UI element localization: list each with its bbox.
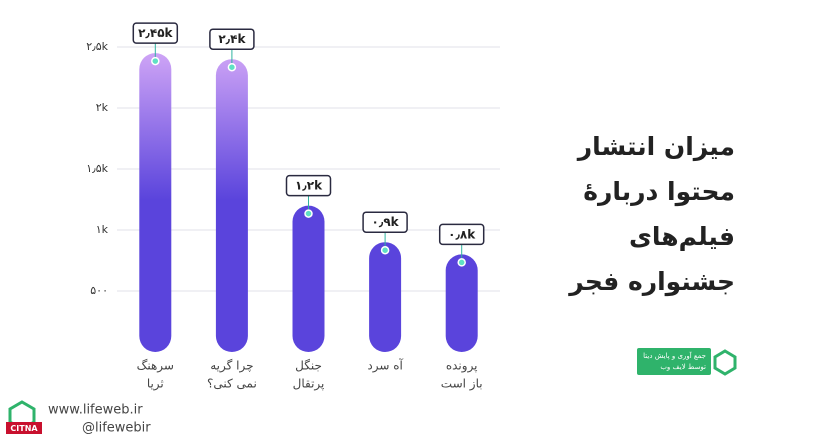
x-tick-label: پرتقال xyxy=(293,377,325,392)
bar xyxy=(215,59,248,352)
y-tick-label: ۵۰۰ xyxy=(90,284,108,297)
bar xyxy=(292,205,325,352)
title-line: جشنواره فجر xyxy=(567,267,735,297)
bar xyxy=(139,53,172,352)
badge-icon xyxy=(713,349,737,376)
badge-line: توسط لایف وب xyxy=(660,363,706,371)
title-line: میزان انتشار xyxy=(576,132,735,162)
citna-box xyxy=(6,422,42,434)
bar xyxy=(445,254,478,352)
badge xyxy=(637,348,711,375)
handle: @lifewebir xyxy=(82,421,151,436)
point-dot xyxy=(457,258,466,267)
y-tick-label: ۱٫۵k xyxy=(86,162,108,175)
point-dot xyxy=(380,245,390,255)
point-dot xyxy=(151,56,160,66)
x-tick-label: باز است xyxy=(441,377,483,392)
value-label-box xyxy=(132,22,179,44)
citna: CITNA xyxy=(10,424,38,433)
x-tick-label: چرا گریه xyxy=(210,359,253,374)
y-tick-label: ۱k xyxy=(96,223,109,236)
title-line: محتوا دربارهٔ xyxy=(583,177,735,207)
value-label: ۱٫۲k xyxy=(295,179,323,193)
x-tick-label: پرونده xyxy=(446,359,478,374)
y-tick-label: ۲٫۵k xyxy=(86,40,108,53)
bar xyxy=(369,242,402,352)
x-tick-label: ثریا xyxy=(147,377,164,392)
badge-line: جمع آوری و پایش دیتا xyxy=(643,351,706,360)
website: www.lifeweb.ir xyxy=(48,403,143,418)
point-dot xyxy=(304,209,313,218)
value-label-box xyxy=(285,174,332,197)
value-label-box xyxy=(362,211,408,233)
value-label-box xyxy=(209,28,255,50)
footer: CITNA www.lifeweb.ir @lifewebir جمع آوری… xyxy=(6,348,737,436)
x-tick-label: جنگل xyxy=(295,359,322,373)
value-label: ۰٫۸k xyxy=(448,227,476,241)
x-tick-label: آه سرد xyxy=(367,358,403,374)
y-tick-label: ۲k xyxy=(96,101,109,114)
point-dot xyxy=(227,62,237,72)
value-label: ۲٫۴۵k xyxy=(138,26,173,40)
value-label: ۰٫۹k xyxy=(372,215,400,229)
x-tick-label: سرهنگ xyxy=(137,359,174,374)
x-tick-label: نمی کنی؟ xyxy=(207,377,257,391)
value-label-box xyxy=(438,223,485,246)
value-label: ۲٫۴k xyxy=(218,32,246,46)
title-line: فیلم‌های xyxy=(629,222,735,251)
